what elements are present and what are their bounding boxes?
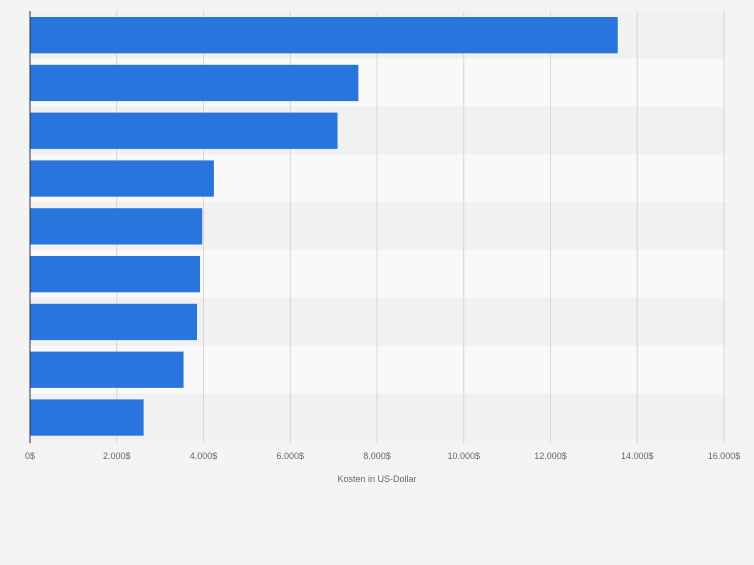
x-tick-label: 14.000$ (621, 451, 654, 461)
bar (30, 64, 359, 102)
x-tick-label: 10.000$ (447, 451, 480, 461)
row-band (30, 393, 726, 442)
bar (30, 256, 201, 293)
x-axis-ticks: 0$ 2.000$ 4.000$ 6.000$ 8.000$ 10.000$ 12.000$… (25, 451, 740, 461)
bars (30, 17, 618, 436)
x-tick-label: 16.000$ (708, 451, 741, 461)
bar (30, 399, 144, 436)
x-tick-label: 0$ (25, 451, 35, 461)
x-tick-label: 2.000$ (103, 451, 131, 461)
x-tick-label: 6.000$ (276, 451, 304, 461)
bar (30, 208, 203, 245)
bar (30, 112, 338, 149)
x-tick-label: 8.000$ (363, 451, 391, 461)
bar (30, 160, 214, 197)
bar (30, 351, 184, 388)
x-tick-label: 4.000$ (190, 451, 218, 461)
x-tick-label: 12.000$ (534, 451, 567, 461)
bar (30, 17, 618, 54)
x-axis-label: Kosten in US-Dollar (337, 474, 416, 484)
bar (30, 303, 197, 341)
